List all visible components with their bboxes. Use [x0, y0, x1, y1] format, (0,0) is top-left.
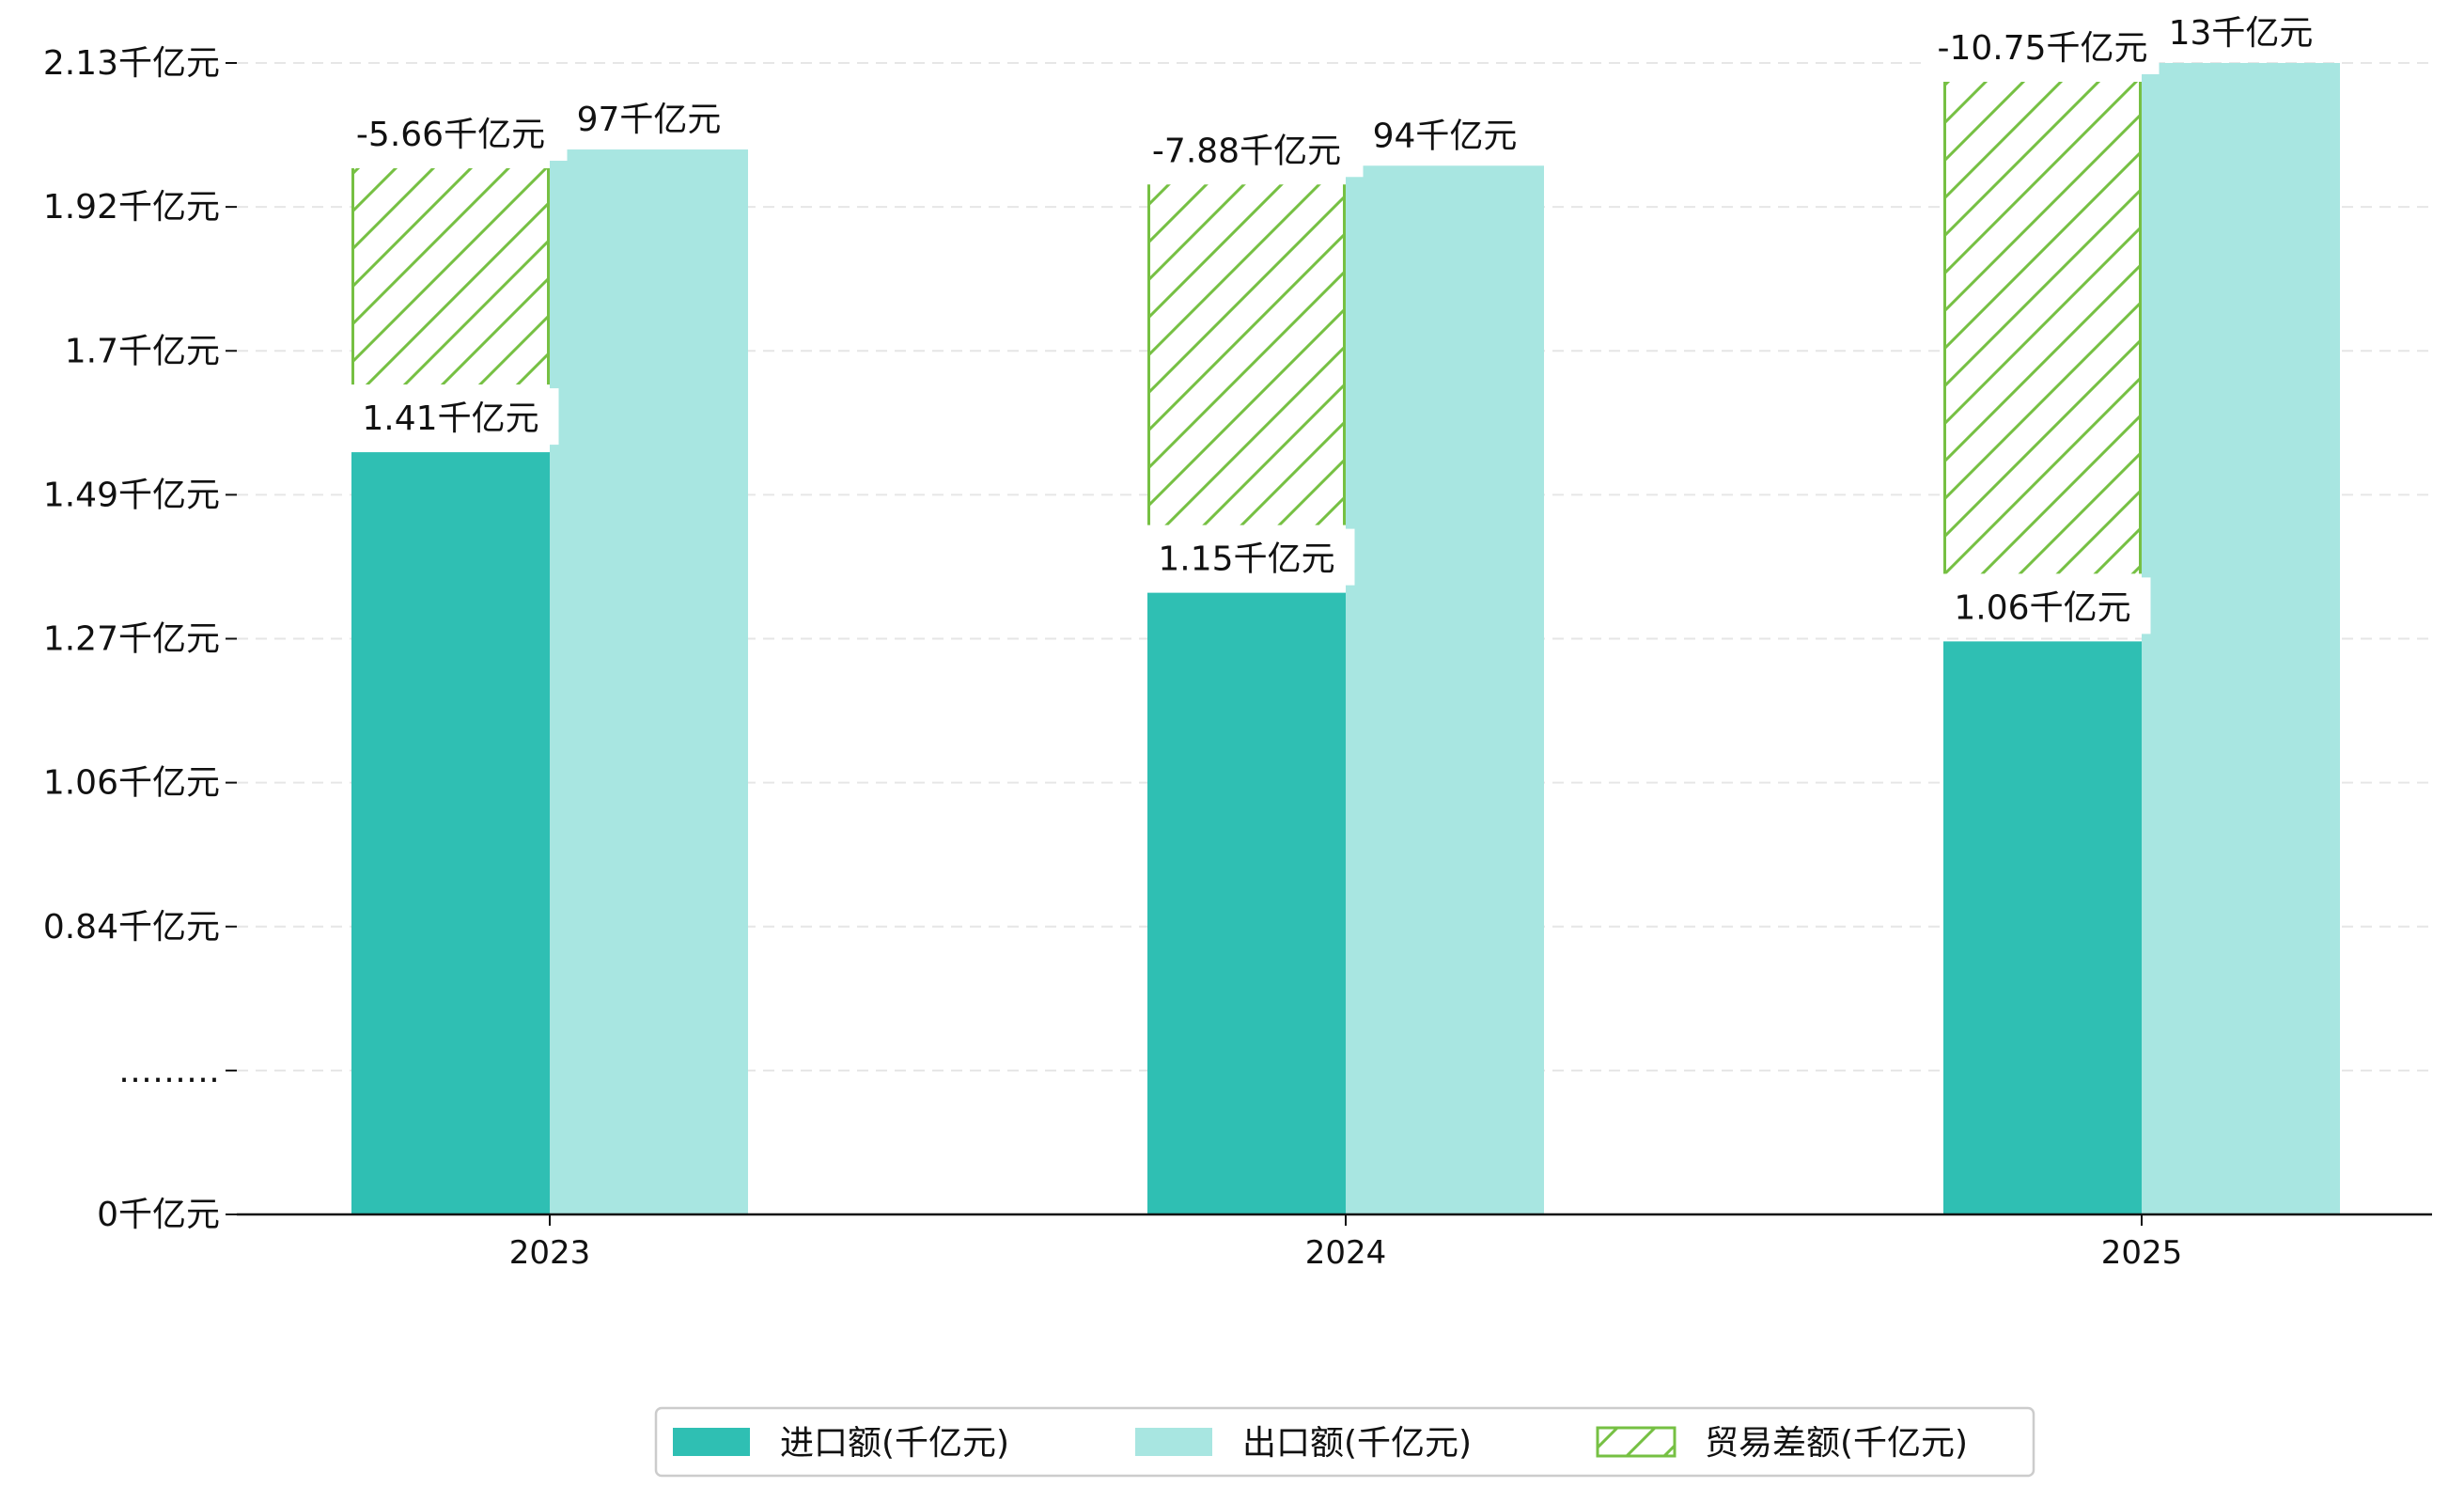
label-import-2025: 1.06千亿元 — [1954, 588, 2130, 627]
bar-balance-2025 — [1943, 82, 2142, 574]
y-tick-label: 0.84千亿元 — [43, 908, 220, 947]
label-balance-2024-bg — [1130, 120, 1364, 178]
label-import-2024: 1.15千亿元 — [1158, 540, 1334, 579]
label-balance-2025: -10.75千亿元 — [1937, 29, 2147, 68]
label-export-2024-bg — [1374, 105, 1516, 163]
y-tick-label: 1.49千亿元 — [43, 476, 220, 514]
y-tick-label: 1.06千亿元 — [43, 764, 220, 803]
legend-label: 贸易差额(千亿元) — [1705, 1424, 1968, 1463]
axes: 0千亿元 ……… 0.84千亿元 1.06千亿元 1.27千亿元 1.49千亿元 1.7千亿… — [43, 44, 2432, 1272]
label-import-2025-bg — [1934, 577, 2151, 634]
label-export-2025: 13千亿元 — [2169, 14, 2314, 53]
label-balance-2023: -5.66千亿元 — [356, 116, 545, 154]
legend-label: 进口额(千亿元) — [780, 1424, 1009, 1463]
label-import-2023-bg — [342, 388, 559, 446]
bar-export-2025 — [2142, 63, 2340, 1214]
label-balance-2025-bg — [1926, 18, 2160, 74]
bar-export-2024 — [1346, 165, 1544, 1214]
bars — [351, 63, 2340, 1215]
label-export-2023-bg — [578, 89, 720, 147]
label-import-2023: 1.41千亿元 — [362, 399, 538, 438]
legend-swatch-balance — [1596, 1426, 1676, 1458]
legend: 进口额(千亿元) 出口额(千亿元) 贸易差额(千亿元) — [654, 1406, 2035, 1478]
label-export-2023: 97千亿元 — [577, 101, 722, 139]
bar-import-2025 — [1943, 641, 2142, 1214]
label-export-2024: 94千亿元 — [1373, 117, 1518, 155]
label-export-2025-bg — [2170, 3, 2312, 59]
x-tick-label-2025: 2025 — [2101, 1234, 2183, 1272]
data-labels: 1.41千亿元 97千亿元 -5.66千亿元 1.15千亿元 94千亿元 -7.88千亿元… — [334, 3, 2314, 634]
legend-swatch-import — [673, 1428, 750, 1456]
y-tick-label: 1.27千亿元 — [43, 620, 220, 659]
legend-box — [654, 1406, 2035, 1478]
bar-import-2023 — [351, 452, 550, 1215]
bar-export-2023 — [550, 149, 748, 1214]
y-tick-label: 1.92千亿元 — [43, 188, 220, 227]
label-import-2024-bg — [1138, 528, 1355, 586]
label-balance-2024: -7.88千亿元 — [1152, 132, 1341, 170]
y-tick-label: 2.13千亿元 — [43, 44, 220, 83]
bar-balance-2023 — [351, 168, 550, 385]
y-tick-label: 0千亿元 — [97, 1196, 220, 1234]
bar-balance-2024 — [1147, 184, 1346, 525]
label-balance-2023-bg — [334, 104, 568, 162]
legend-label: 出口额(千亿元) — [1242, 1424, 1472, 1463]
x-tick-label-2024: 2024 — [1305, 1234, 1387, 1272]
legend-swatch-export — [1135, 1428, 1212, 1456]
bar-import-2024 — [1147, 592, 1346, 1214]
x-tick-label-2023: 2023 — [509, 1234, 591, 1272]
y-tick-label: ……… — [118, 1052, 220, 1090]
y-tick-label: 1.7千亿元 — [65, 332, 220, 370]
